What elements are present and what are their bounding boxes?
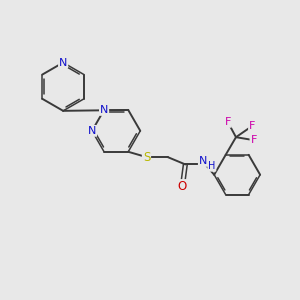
Text: N: N (199, 156, 207, 166)
Text: N: N (88, 126, 96, 136)
Text: H: H (208, 161, 215, 171)
Text: N: N (100, 105, 108, 115)
Text: O: O (178, 180, 187, 193)
Text: F: F (249, 121, 255, 131)
Text: S: S (143, 151, 150, 164)
Text: N: N (59, 58, 67, 68)
Text: F: F (250, 135, 257, 145)
Text: F: F (224, 117, 231, 127)
